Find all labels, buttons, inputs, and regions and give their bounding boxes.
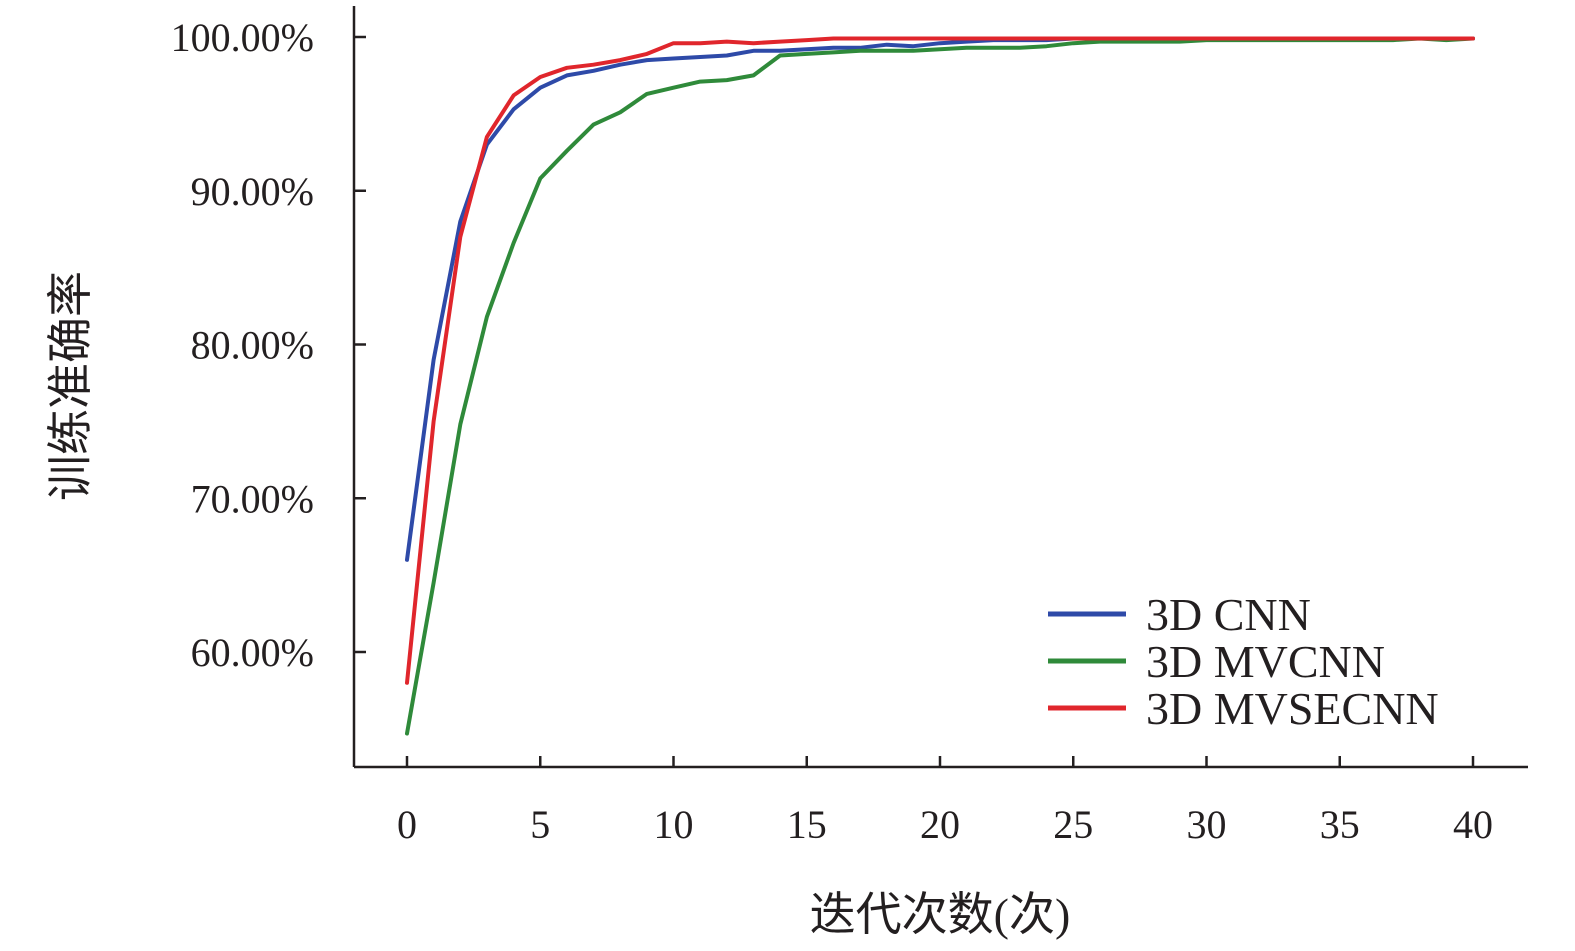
y-tick-label: 90.00% [191, 169, 314, 214]
x-axis-label: 迭代次数(次) [810, 889, 1071, 940]
x-tick-label: 35 [1320, 802, 1360, 847]
y-axis-label: 训练准确率 [45, 271, 96, 501]
series-line-3d-mvcnn [405, 36, 1475, 736]
x-tick-label: 0 [397, 802, 417, 847]
x-tick-label: 30 [1187, 802, 1227, 847]
series-line-3d-mvsecnn [405, 36, 1475, 685]
x-tick-label: 40 [1453, 802, 1493, 847]
y-ticks: 60.00% 70.00% 80.00% 90.00% 100.00% [171, 15, 366, 675]
y-tick-label: 60.00% [191, 630, 314, 675]
y-tick-label: 100.00% [171, 15, 314, 60]
legend-label-3d-mvsecnn: 3D MVSECNN [1146, 683, 1439, 734]
legend-label-3d-mvcnn: 3D MVCNN [1146, 636, 1385, 687]
x-tick-label: 15 [787, 802, 827, 847]
x-tick-label: 25 [1053, 802, 1093, 847]
y-tick-label: 70.00% [191, 476, 314, 521]
x-ticks: 0 5 10 15 20 25 30 35 40 [397, 756, 1493, 847]
x-tick-label: 20 [920, 802, 960, 847]
y-tick-label: 80.00% [191, 323, 314, 368]
x-tick-label: 10 [654, 802, 694, 847]
series-lines [405, 36, 1475, 736]
legend-label-3d-cnn: 3D CNN [1146, 589, 1311, 640]
x-tick-label: 5 [530, 802, 550, 847]
series-line-3d-cnn [405, 36, 1475, 562]
